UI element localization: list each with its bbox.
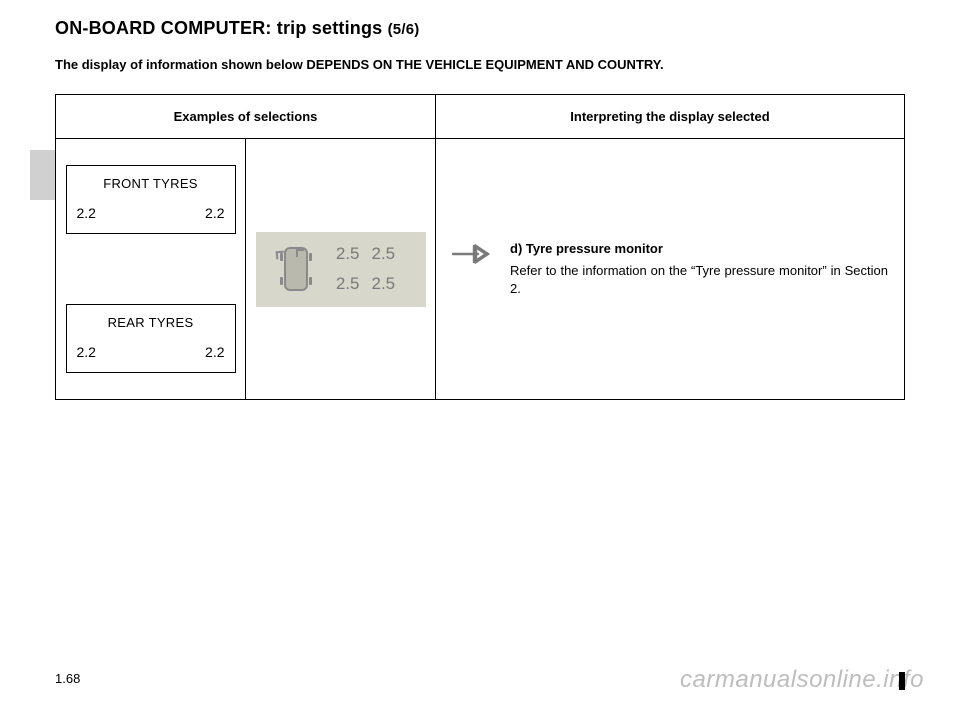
page-end-marker	[899, 672, 905, 690]
rear-left-value: 2.2	[77, 344, 96, 360]
th-interpreting: Interpreting the display selected	[436, 95, 905, 139]
rear-tyres-title: REAR TYRES	[77, 315, 225, 330]
lcd-car-icon	[276, 247, 316, 291]
interp-body: Refer to the information on the “Tyre pr…	[510, 262, 888, 297]
lcd-display: 2.5 2.5 2.5 2.5	[256, 232, 426, 307]
watermark: carmanualsonline.info	[680, 666, 924, 694]
title-pagecount: (5/6)	[388, 21, 420, 38]
notice-text: The display of information shown below D…	[55, 57, 905, 72]
lcd-bottom-left: 2.5	[316, 274, 366, 294]
th-examples: Examples of selections	[56, 95, 436, 139]
lcd-bottom-right: 2.5	[366, 274, 406, 294]
rear-right-value: 2.2	[205, 344, 224, 360]
front-tyres-title: FRONT TYRES	[77, 176, 225, 191]
table-row: FRONT TYRES 2.2 2.2 REAR TYRES 2.2 2.2	[56, 139, 905, 400]
lcd-top-right: 2.5	[366, 244, 406, 264]
front-tyres-box: FRONT TYRES 2.2 2.2	[66, 165, 236, 234]
lcd-top-left: 2.5	[316, 244, 366, 264]
table-header-row: Examples of selections Interpreting the …	[56, 95, 905, 139]
front-right-value: 2.2	[205, 205, 224, 221]
cell-interpretation: d) Tyre pressure monitor Refer to the in…	[436, 139, 905, 400]
rear-tyres-box: REAR TYRES 2.2 2.2	[66, 304, 236, 373]
interp-heading: d) Tyre pressure monitor	[510, 241, 888, 256]
arrow-right-icon	[452, 243, 492, 265]
cell-lcd: 2.5 2.5 2.5 2.5	[246, 139, 436, 400]
side-tab	[30, 150, 55, 200]
settings-table: Examples of selections Interpreting the …	[55, 94, 905, 400]
page-title: ON-BOARD COMPUTER: trip settings (5/6)	[55, 18, 905, 39]
page-number: 1.68	[55, 671, 80, 686]
front-left-value: 2.2	[77, 205, 96, 221]
cell-tyre-boxes: FRONT TYRES 2.2 2.2 REAR TYRES 2.2 2.2	[56, 139, 246, 400]
title-main: ON-BOARD COMPUTER: trip settings	[55, 18, 382, 38]
